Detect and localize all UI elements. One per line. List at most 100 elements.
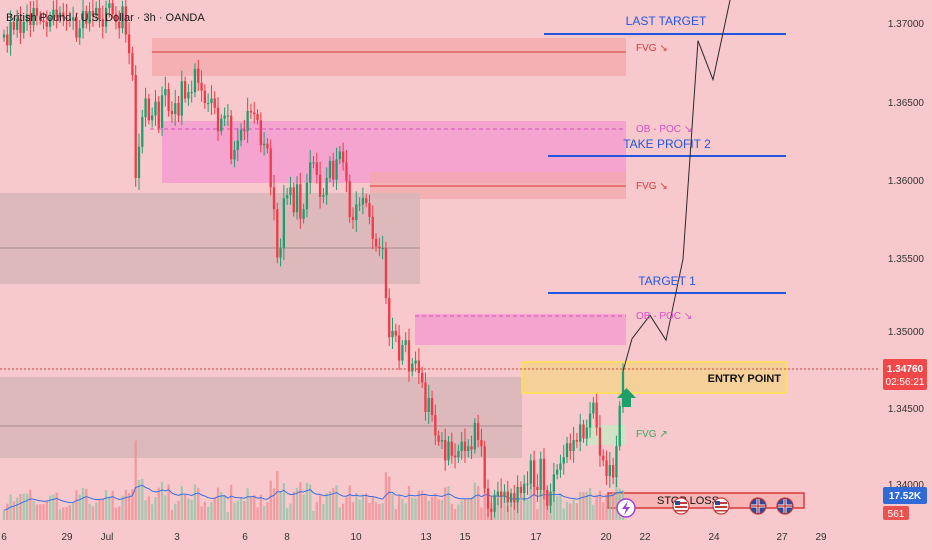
volume-bar xyxy=(16,497,19,520)
candle xyxy=(365,193,368,208)
candle xyxy=(404,332,407,353)
candle-body xyxy=(6,34,9,46)
candle xyxy=(463,428,467,463)
volume-bar xyxy=(559,493,562,520)
volume-bar xyxy=(569,503,572,520)
candle-body xyxy=(29,14,32,26)
volume-bar xyxy=(279,491,282,520)
volume-bar xyxy=(137,480,141,520)
candle xyxy=(595,393,598,436)
candle xyxy=(269,139,272,196)
time-tick: 10 xyxy=(350,532,362,543)
volume-bar xyxy=(151,504,154,520)
candle xyxy=(233,140,236,168)
volume-bar xyxy=(2,510,6,520)
symbol-title[interactable]: British Pound / U.S. Dollar · 3h · OANDA xyxy=(6,12,205,24)
candle-body xyxy=(239,129,243,141)
candle-body xyxy=(42,20,45,22)
candle-body xyxy=(101,18,104,27)
candle-body xyxy=(519,486,523,494)
candle-body xyxy=(187,92,190,99)
candle-body xyxy=(582,424,585,439)
price-axis[interactable]: 1.37000 1.36500 1.36000 1.35500 1.35000 … xyxy=(880,0,932,520)
us-flag-icon[interactable] xyxy=(712,497,730,515)
volume-bar xyxy=(233,502,236,520)
candle-body xyxy=(289,187,292,196)
candle xyxy=(98,0,101,28)
uk-flag-icon[interactable] xyxy=(776,497,794,515)
target-lines xyxy=(544,33,786,294)
candle xyxy=(588,402,592,438)
us-flag-icon[interactable] xyxy=(672,497,690,515)
grey-zone-lower xyxy=(0,377,522,458)
candle xyxy=(411,358,414,377)
candle xyxy=(476,414,480,448)
entry-zone xyxy=(522,362,786,393)
candle xyxy=(500,478,503,509)
candle xyxy=(467,439,470,458)
candle-body xyxy=(309,162,312,183)
volume-bar xyxy=(430,497,434,520)
candle xyxy=(539,451,542,497)
candle xyxy=(272,175,276,221)
candle xyxy=(183,76,187,103)
candle xyxy=(239,123,243,147)
candle-body xyxy=(552,474,556,492)
candle-body xyxy=(157,101,160,129)
candle xyxy=(16,9,19,38)
volume-bar xyxy=(536,509,539,520)
candle xyxy=(91,0,95,27)
candle xyxy=(58,6,62,24)
candle-body xyxy=(480,440,483,447)
candle xyxy=(256,109,259,125)
current-price-badge xyxy=(883,359,927,390)
volume-bar xyxy=(417,490,421,520)
candle xyxy=(121,0,124,34)
time-axis[interactable]: 6 29 Jul 3 6 8 10 13 15 17 20 22 24 27 2… xyxy=(0,520,880,550)
volume-bar xyxy=(164,495,167,520)
volume-bar xyxy=(582,491,585,520)
candle-body xyxy=(496,491,500,497)
volume-bar xyxy=(226,512,230,520)
volume-bar xyxy=(121,495,124,520)
volume-bar xyxy=(206,507,210,520)
candle xyxy=(371,205,374,250)
candle xyxy=(190,80,193,103)
candle-body xyxy=(170,110,174,115)
candle xyxy=(305,173,309,218)
candle-body xyxy=(328,160,332,178)
candle xyxy=(210,85,213,115)
fvg-zone-top xyxy=(152,38,626,76)
volume-bar xyxy=(529,484,532,520)
volume-bar xyxy=(555,496,559,520)
volume-bar xyxy=(32,501,35,520)
candle xyxy=(276,202,279,264)
candle xyxy=(421,366,424,389)
candle-body xyxy=(437,435,440,442)
candle-body xyxy=(322,195,325,197)
candle xyxy=(496,481,500,506)
candle-body xyxy=(108,3,111,8)
candle xyxy=(615,435,618,488)
volume-bar xyxy=(322,504,325,520)
candle-body xyxy=(516,486,519,503)
lightning-event-icon[interactable] xyxy=(616,498,636,518)
volume-bar xyxy=(513,502,516,520)
candle xyxy=(434,404,437,445)
candle xyxy=(473,418,476,454)
volume-bar xyxy=(407,486,411,520)
candle-body xyxy=(81,11,85,29)
candle xyxy=(608,451,611,488)
volume-bar xyxy=(598,490,602,520)
volume-bar xyxy=(440,500,444,520)
candle xyxy=(88,2,91,32)
candle-body xyxy=(506,491,509,503)
volume-bar xyxy=(101,498,104,520)
uk-flag-icon[interactable] xyxy=(749,497,767,515)
volume-bar xyxy=(85,488,88,520)
candle xyxy=(299,172,302,229)
candle xyxy=(279,238,282,267)
candle-body xyxy=(457,451,460,458)
